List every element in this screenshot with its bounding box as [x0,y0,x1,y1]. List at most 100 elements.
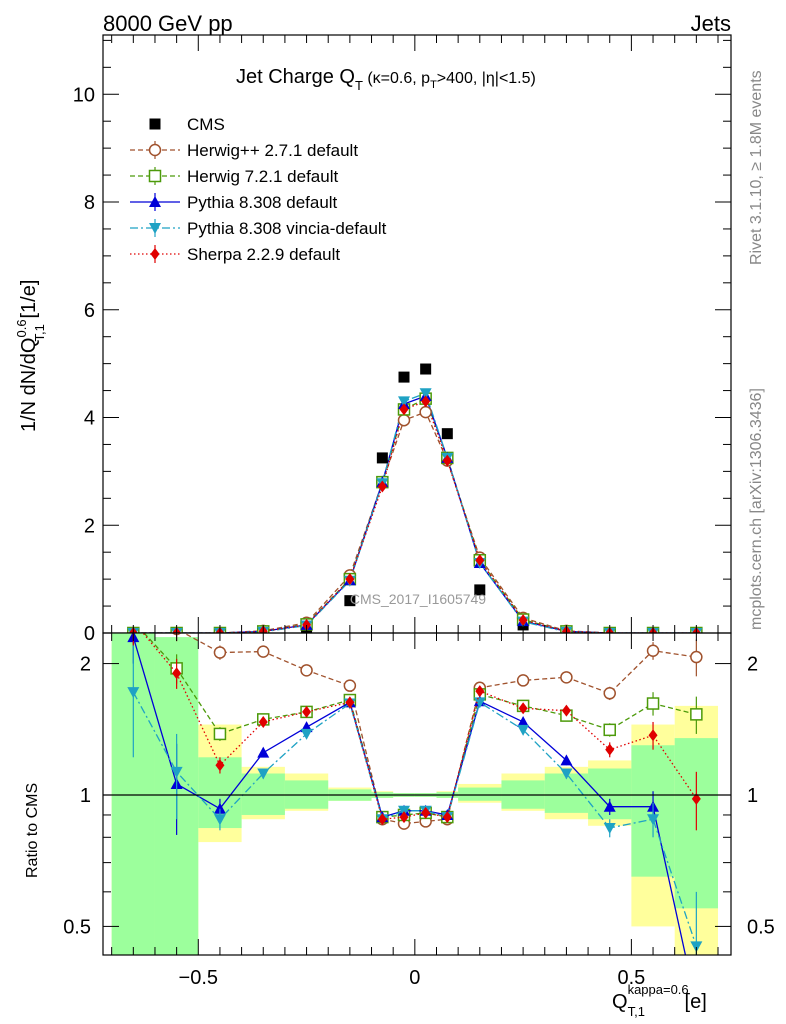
ytick-label-ratio: 2 [80,654,91,676]
legend-marker-vincia [149,223,161,234]
ratio-plot: 0.5 0.5 1 1 2 2 −0.5 0 0.5 [63,612,775,989]
ratio-point-sherpa [518,702,528,715]
legend-label-pythia: Pythia 8.308 default [187,193,338,212]
legend-label-vincia: Pythia 8.308 vincia-default [187,219,387,238]
point-cms [376,452,388,464]
ratio-point-herwig7 [213,727,227,741]
legend-label-herwigpp: Herwig++ 2.7.1 default [187,141,358,160]
ratio-point-vincia [517,724,530,736]
uncertainty-band-inner [458,787,502,801]
ratio-point-sherpa [258,715,268,728]
ratio-point-sherpa [302,705,312,718]
ratio-point-vincia [300,728,313,740]
ratio-point-sherpa [215,759,225,772]
plot-title: Jet Charge QT (κ=0.6, pT>400, |η|<1.5) [236,66,536,93]
ratio-line-sherpa [142,633,697,820]
point-vincia [398,396,411,408]
xtick-label: 0.5 [617,967,645,989]
ratio-point-vincia [213,814,226,826]
ratio-point-herwigpp [560,671,573,684]
ratio-point-sherpa [605,743,615,756]
point-sherpa [345,573,355,586]
legend-marker-herwig7 [148,169,162,183]
ylabel-main: 1/N dN/dQ0.6 T,1 [1/e] [14,280,47,432]
legend-marker-herwigpp [148,143,162,157]
rivet-note: Rivet 3.1.10, ≥ 1.8M events [748,70,765,265]
ratio-point-vincia [603,823,616,835]
point-cms [441,428,453,440]
ratio-point-herwigpp [256,645,270,658]
ratio-data [111,612,719,955]
point-sherpa [377,480,387,493]
ratio-point-sherpa [421,806,431,819]
ratio-point-vincia [647,814,660,826]
ratio-point-pythia [603,800,616,812]
mcplots-note: mcplots.cern.ch [arXiv:1306.3436] [748,388,765,630]
analysis-watermark: CMS_2017_I1605749 [350,591,486,607]
ytick-label-main: 4 [84,408,95,430]
ratio-point-sherpa [648,729,658,742]
ytick-label-ratio: 1 [80,785,91,807]
point-herwigpp [419,405,432,419]
ratio-point-sherpa [399,811,409,824]
ratio-point-sherpa [561,704,571,717]
point-cms [344,595,356,607]
ratio-point-sherpa [442,811,452,824]
ratio-point-sherpa [377,813,387,826]
point-herwigpp [397,413,411,427]
ratio-point-pythia [257,746,270,758]
ratio-point-vincia [560,768,573,780]
ytick-label-ratio-right: 2 [747,654,758,676]
ratio-point-pythia [213,802,226,814]
ratio-point-herwigpp [646,644,660,657]
ytick-label-main: 10 [73,84,95,106]
ratio-point-vincia [170,766,183,778]
ratio-point-herwigpp [516,674,530,687]
ratio-point-vincia [690,941,703,953]
header-jets: Jets [691,11,731,36]
ratio-point-sherpa [475,685,485,698]
point-cms [420,363,432,375]
point-cms [474,584,486,596]
ratio-point-herwigpp [603,687,616,700]
xtick-label: 0 [409,967,420,989]
legend-marker-sherpa [150,248,160,260]
ratio-point-herwig7 [646,697,660,710]
ytick-label-ratio: 0.5 [63,916,91,938]
header-energy: 8000 GeV pp [103,11,233,36]
ratio-point-pythia [560,754,573,766]
point-sherpa [399,403,409,416]
ylabel-ratio: Ratio to CMS [24,783,41,878]
ratio-line-herwigpp [182,633,697,825]
ratio-point-herwig7 [603,723,616,737]
point-sherpa [442,454,452,467]
legend-marker-cms [149,118,161,130]
point-sherpa [302,618,312,631]
point-sherpa [421,395,431,408]
ratio-point-sherpa [691,792,701,805]
ratio-point-pythia [517,715,530,727]
ytick-label-main: 8 [84,192,95,214]
ratio-point-vincia [473,697,486,709]
ratio-point-herwig7 [690,708,703,721]
ytick-label-main: 6 [84,300,95,322]
ratio-point-vincia [257,768,270,780]
legend-label-sherpa: Sherpa 2.2.9 default [187,245,340,264]
xtick-label: −0.5 [179,967,218,989]
ratio-line-vincia [132,691,698,947]
point-sherpa [518,614,528,627]
ratio-point-herwigpp [213,646,227,659]
ratio-point-herwigpp [128,612,139,623]
ytick-label-main: 2 [84,515,95,537]
legend-label-herwig7: Herwig 7.2.1 default [187,167,338,186]
ratio-point-herwigpp [690,650,703,664]
ytick-label-ratio-right: 0.5 [747,916,775,938]
point-cms [398,371,410,383]
ratio-point-herwigpp [343,679,357,692]
ytick-label-main: 0 [84,623,95,645]
ytick-label-ratio-right: 1 [747,785,758,807]
ratio-point-sherpa [172,667,182,680]
legend: CMS Herwig++ 2.7.1 default Herwig 7.2.1 de… [130,115,387,264]
legend-label-cms: CMS [187,115,225,134]
